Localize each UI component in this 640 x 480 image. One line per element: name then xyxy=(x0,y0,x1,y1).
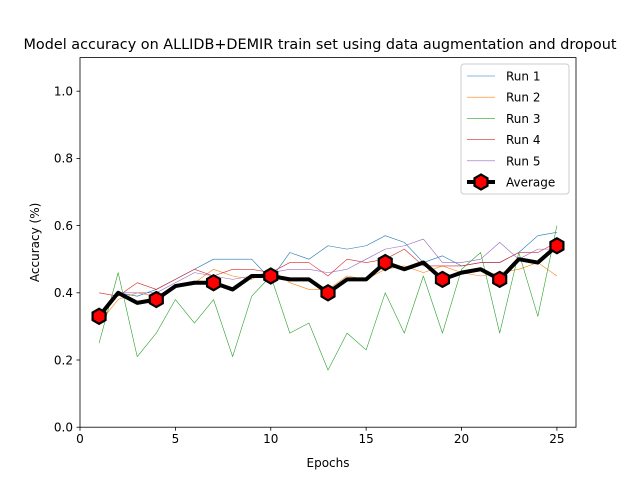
y-tick-label: 0.4 xyxy=(54,286,73,300)
average-point-marker xyxy=(263,267,279,285)
legend-label: Run 3 xyxy=(506,112,540,126)
legend-label: Run 4 xyxy=(506,133,540,147)
legend-items: Run 1 Run 2 Run 3 Run 4 Run 5 Average xyxy=(467,70,555,191)
x-tick-label: 15 xyxy=(359,432,374,446)
y-tick-label: 0.8 xyxy=(54,152,73,166)
legend-label: Run 2 xyxy=(506,91,540,105)
x-tick-label: 0 xyxy=(76,432,84,446)
legend-box xyxy=(460,63,570,195)
y-tick-label: 1.0 xyxy=(54,85,73,99)
legend-label: Average xyxy=(506,176,555,190)
series-line-run-5 xyxy=(98,238,557,317)
y-axis-ticks: 0.0 0.2 0.4 0.6 0.8 1.0 xyxy=(54,85,80,435)
average-point-marker xyxy=(205,273,222,292)
series-line-run-4 xyxy=(99,242,558,297)
legend: Run 1 Run 2 Run 3 Run 4 Run 5 Average xyxy=(460,63,570,195)
average-point-marker xyxy=(434,270,451,289)
average-point-marker xyxy=(549,236,565,255)
x-axis-ticks: 0 5 10 15 20 25 xyxy=(76,427,565,446)
series-line-average xyxy=(97,244,559,318)
x-tick-label: 5 xyxy=(172,432,180,446)
legend-marker xyxy=(473,173,489,191)
average-point-marker xyxy=(320,284,336,302)
average-point-marker xyxy=(148,290,164,309)
plot-frame xyxy=(79,57,577,428)
average-point-marker xyxy=(492,270,508,289)
average-point-marker xyxy=(91,307,107,326)
legend-label: Run 1 xyxy=(506,70,540,84)
x-axis-label: Epochs xyxy=(307,456,350,470)
average-markers xyxy=(91,236,565,326)
series-line-run-3 xyxy=(98,225,558,371)
x-tick-label: 20 xyxy=(454,432,469,446)
y-tick-label: 0.0 xyxy=(54,421,73,435)
y-tick-label: 0.2 xyxy=(54,353,73,367)
average-point-marker xyxy=(377,253,393,272)
y-tick-label: 0.6 xyxy=(54,219,73,233)
x-tick-label: 25 xyxy=(549,432,564,446)
legend-label: Run 5 xyxy=(506,154,540,168)
chart-title: Model accuracy on ALLIDB+DEMIR train set… xyxy=(24,37,617,53)
y-axis-label: Accuracy (%) xyxy=(28,203,42,282)
x-tick-label: 10 xyxy=(263,432,278,446)
